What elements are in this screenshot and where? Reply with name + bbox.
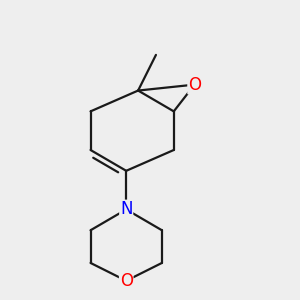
Text: N: N: [120, 200, 133, 218]
Text: O: O: [188, 76, 201, 94]
Text: O: O: [120, 272, 133, 290]
